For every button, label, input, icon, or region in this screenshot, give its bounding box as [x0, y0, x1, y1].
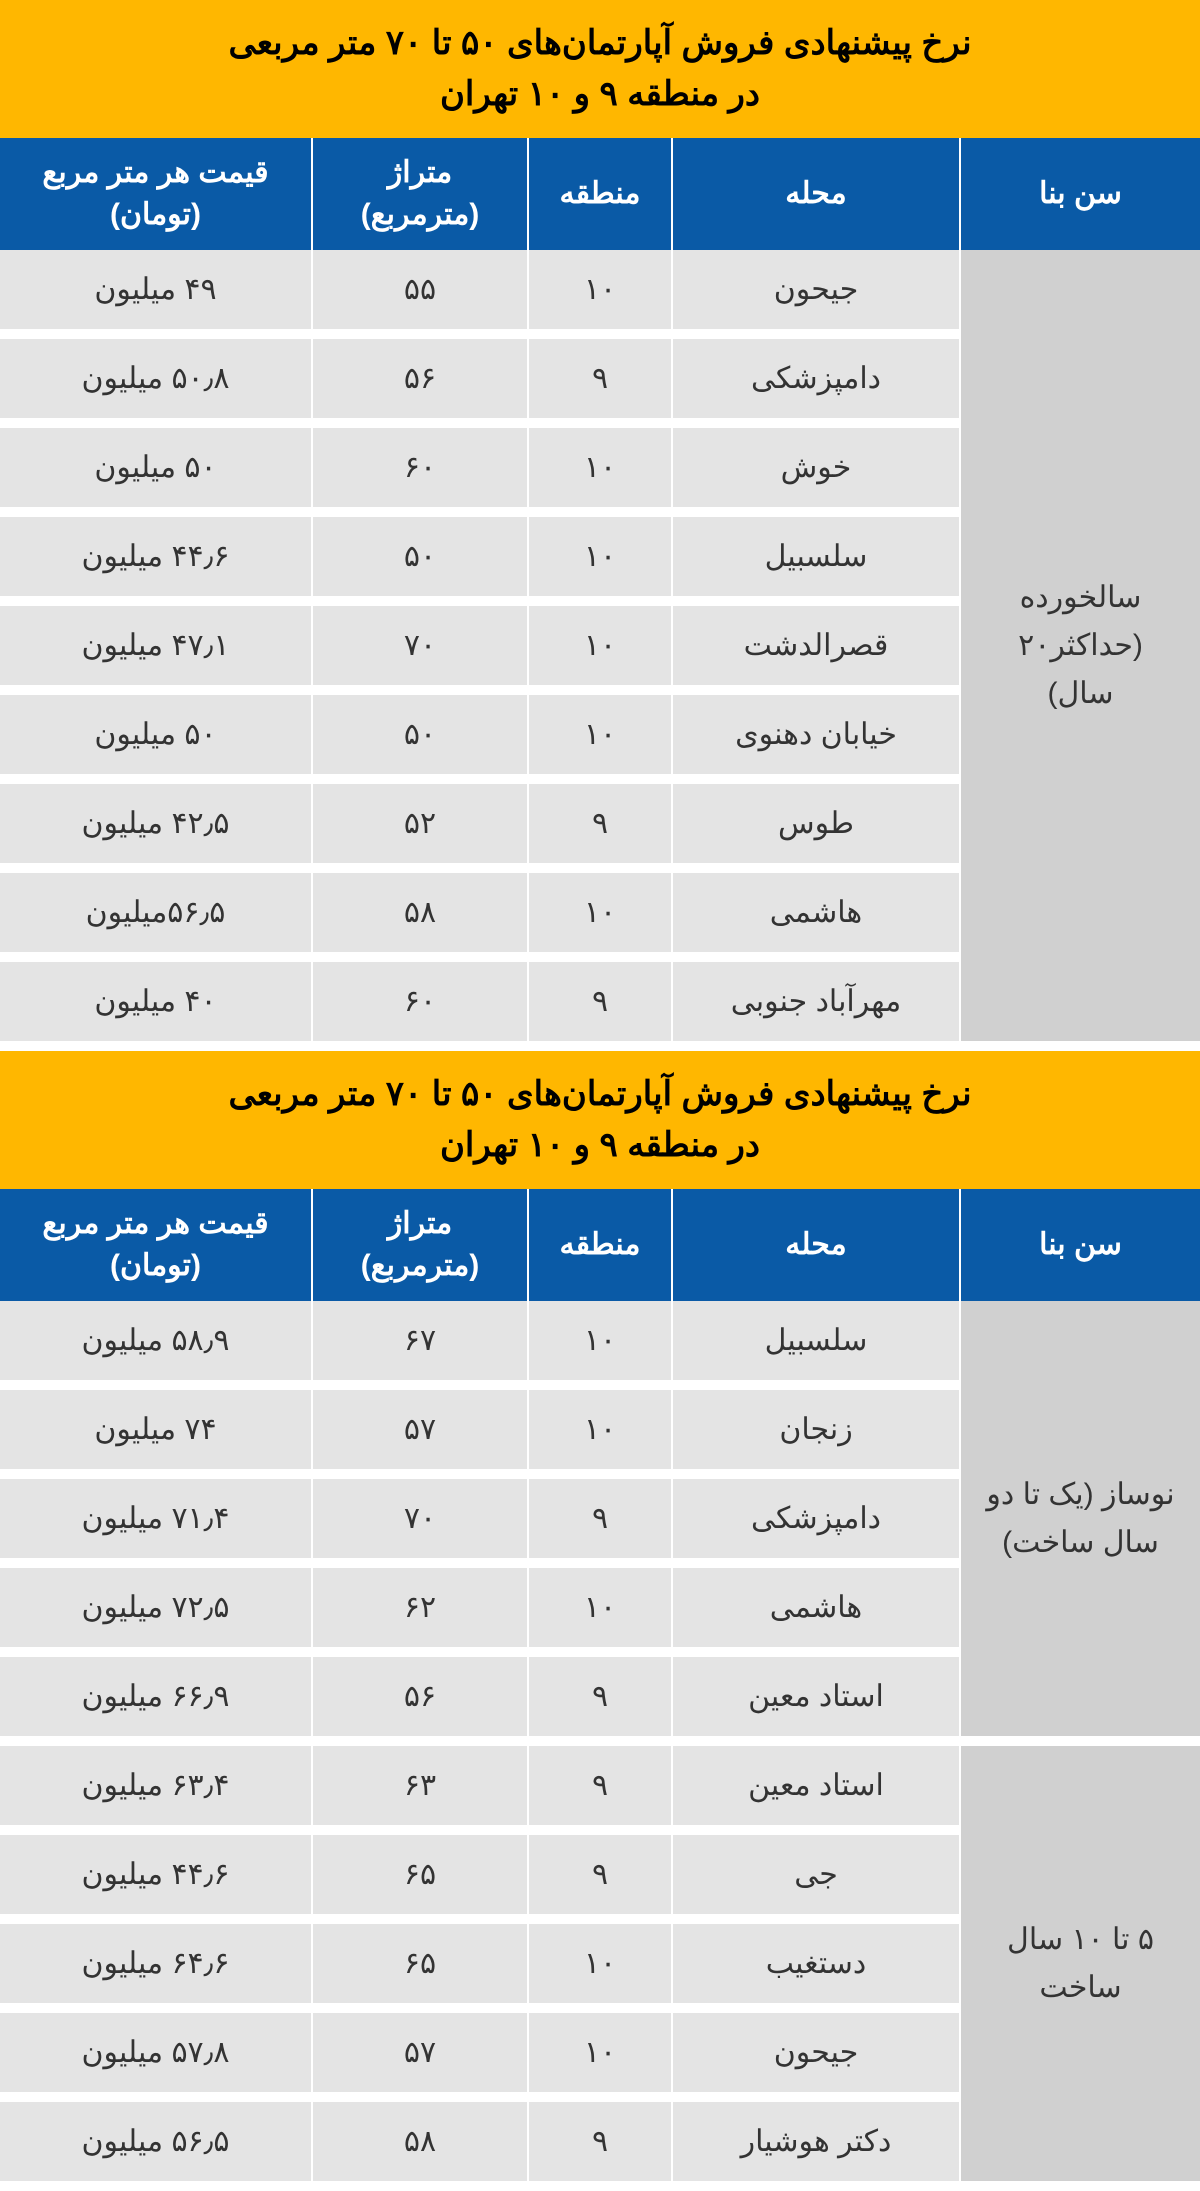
- table-row: سالخورده(حداکثر۲۰سال)جیحون۱۰۵۵۴۹ میلیون: [0, 250, 1200, 334]
- column-header: منطقه: [528, 138, 672, 250]
- column-header: قیمت هر متر مربع(تومان): [0, 1189, 312, 1301]
- area-cell: ۵۰: [312, 512, 528, 601]
- area-cell: ۶۰: [312, 423, 528, 512]
- neighborhood-cell: جیحون: [672, 250, 960, 334]
- data-table: سن بنامحلهمنطقهمتراژ(مترمربع)قیمت هر متر…: [0, 1189, 1200, 2191]
- age-group-cell: نوساز (یک تا دوسال ساخت): [960, 1301, 1200, 1741]
- area-cell: ۵۶: [312, 1652, 528, 1741]
- neighborhood-cell: قصرالدشت: [672, 601, 960, 690]
- district-cell: ۱۰: [528, 1385, 672, 1474]
- area-cell: ۵۸: [312, 868, 528, 957]
- area-cell: ۵۰: [312, 690, 528, 779]
- column-header: متراژ(مترمربع): [312, 1189, 528, 1301]
- area-cell: ۶۵: [312, 1830, 528, 1919]
- data-table: سن بنامحلهمنطقهمتراژ(مترمربع)قیمت هر متر…: [0, 138, 1200, 1051]
- age-group-cell: ۵ تا ۱۰ سالساخت: [960, 1741, 1200, 2186]
- district-cell: ۱۰: [528, 512, 672, 601]
- price-cell: ۵۰ میلیون: [0, 690, 312, 779]
- neighborhood-cell: استاد معین: [672, 1741, 960, 1830]
- area-cell: ۶۰: [312, 957, 528, 1046]
- price-cell: ۴۹ میلیون: [0, 250, 312, 334]
- price-cell: ۶۶٫۹ میلیون: [0, 1652, 312, 1741]
- district-cell: ۹: [528, 1741, 672, 1830]
- neighborhood-cell: دکتر هوشیار: [672, 2097, 960, 2186]
- price-cell: ۶۴٫۶ میلیون: [0, 1919, 312, 2008]
- price-cell: ۷۴ میلیون: [0, 1385, 312, 1474]
- column-header: سن بنا: [960, 1189, 1200, 1301]
- area-cell: ۶۲: [312, 1563, 528, 1652]
- area-cell: ۷۰: [312, 1474, 528, 1563]
- neighborhood-cell: دامپزشکی: [672, 334, 960, 423]
- table-title: نرخ پیشنهادی فروش آپارتمان‌های ۵۰ تا ۷۰ …: [0, 1051, 1200, 1189]
- price-cell: ۵۷٫۸ میلیون: [0, 2008, 312, 2097]
- neighborhood-cell: خیابان دهنوی: [672, 690, 960, 779]
- age-group-cell: سالخورده(حداکثر۲۰سال): [960, 250, 1200, 1046]
- neighborhood-cell: سلسبیل: [672, 512, 960, 601]
- area-cell: ۵۵: [312, 250, 528, 334]
- district-cell: ۹: [528, 2097, 672, 2186]
- column-header: منطقه: [528, 1189, 672, 1301]
- district-cell: ۱۰: [528, 1919, 672, 2008]
- column-header: متراژ(مترمربع): [312, 138, 528, 250]
- district-cell: ۱۰: [528, 2008, 672, 2097]
- neighborhood-cell: جیحون: [672, 2008, 960, 2097]
- neighborhood-cell: هاشمی: [672, 1563, 960, 1652]
- price-cell: ۵۸٫۹ میلیون: [0, 1301, 312, 1385]
- neighborhood-cell: دستغیب: [672, 1919, 960, 2008]
- area-cell: ۶۵: [312, 1919, 528, 2008]
- price-cell: ۵۰٫۸ میلیون: [0, 334, 312, 423]
- district-cell: ۹: [528, 779, 672, 868]
- district-cell: ۱۰: [528, 868, 672, 957]
- column-header: قیمت هر متر مربع(تومان): [0, 138, 312, 250]
- table-title: نرخ پیشنهادی فروش آپارتمان‌های ۵۰ تا ۷۰ …: [0, 0, 1200, 138]
- neighborhood-cell: مهرآباد جنوبی: [672, 957, 960, 1046]
- district-cell: ۹: [528, 1830, 672, 1919]
- column-header: محله: [672, 138, 960, 250]
- district-cell: ۱۰: [528, 1563, 672, 1652]
- neighborhood-cell: زنجان: [672, 1385, 960, 1474]
- neighborhood-cell: استاد معین: [672, 1652, 960, 1741]
- neighborhood-cell: طوس: [672, 779, 960, 868]
- price-cell: ۵۶٫۵میلیون: [0, 868, 312, 957]
- district-cell: ۱۰: [528, 250, 672, 334]
- district-cell: ۹: [528, 1652, 672, 1741]
- district-cell: ۱۰: [528, 1301, 672, 1385]
- district-cell: ۹: [528, 1474, 672, 1563]
- price-cell: ۵۰ میلیون: [0, 423, 312, 512]
- price-cell: ۴۴٫۶ میلیون: [0, 512, 312, 601]
- district-cell: ۱۰: [528, 690, 672, 779]
- price-cell: ۵۶٫۵ میلیون: [0, 2097, 312, 2186]
- column-header: سن بنا: [960, 138, 1200, 250]
- column-header: محله: [672, 1189, 960, 1301]
- neighborhood-cell: خوش: [672, 423, 960, 512]
- neighborhood-cell: جی: [672, 1830, 960, 1919]
- price-table: نرخ پیشنهادی فروش آپارتمان‌های ۵۰ تا ۷۰ …: [0, 1051, 1200, 2191]
- price-table: نرخ پیشنهادی فروش آپارتمان‌های ۵۰ تا ۷۰ …: [0, 0, 1200, 1051]
- area-cell: ۵۶: [312, 334, 528, 423]
- neighborhood-cell: دامپزشکی: [672, 1474, 960, 1563]
- price-cell: ۷۲٫۵ میلیون: [0, 1563, 312, 1652]
- area-cell: ۶۳: [312, 1741, 528, 1830]
- neighborhood-cell: سلسبیل: [672, 1301, 960, 1385]
- area-cell: ۶۷: [312, 1301, 528, 1385]
- price-cell: ۴۰ میلیون: [0, 957, 312, 1046]
- area-cell: ۷۰: [312, 601, 528, 690]
- price-cell: ۶۳٫۴ میلیون: [0, 1741, 312, 1830]
- neighborhood-cell: هاشمی: [672, 868, 960, 957]
- district-cell: ۱۰: [528, 423, 672, 512]
- price-tables-container: نرخ پیشنهادی فروش آپارتمان‌های ۵۰ تا ۷۰ …: [0, 0, 1200, 2191]
- district-cell: ۹: [528, 334, 672, 423]
- price-cell: ۴۷٫۱ میلیون: [0, 601, 312, 690]
- price-cell: ۴۲٫۵ میلیون: [0, 779, 312, 868]
- table-row: ۵ تا ۱۰ سالساختاستاد معین۹۶۳۶۳٫۴ میلیون: [0, 1741, 1200, 1830]
- district-cell: ۹: [528, 957, 672, 1046]
- area-cell: ۵۸: [312, 2097, 528, 2186]
- price-cell: ۴۴٫۶ میلیون: [0, 1830, 312, 1919]
- area-cell: ۵۲: [312, 779, 528, 868]
- table-row: نوساز (یک تا دوسال ساخت)سلسبیل۱۰۶۷۵۸٫۹ م…: [0, 1301, 1200, 1385]
- area-cell: ۵۷: [312, 1385, 528, 1474]
- district-cell: ۱۰: [528, 601, 672, 690]
- area-cell: ۵۷: [312, 2008, 528, 2097]
- price-cell: ۷۱٫۴ میلیون: [0, 1474, 312, 1563]
